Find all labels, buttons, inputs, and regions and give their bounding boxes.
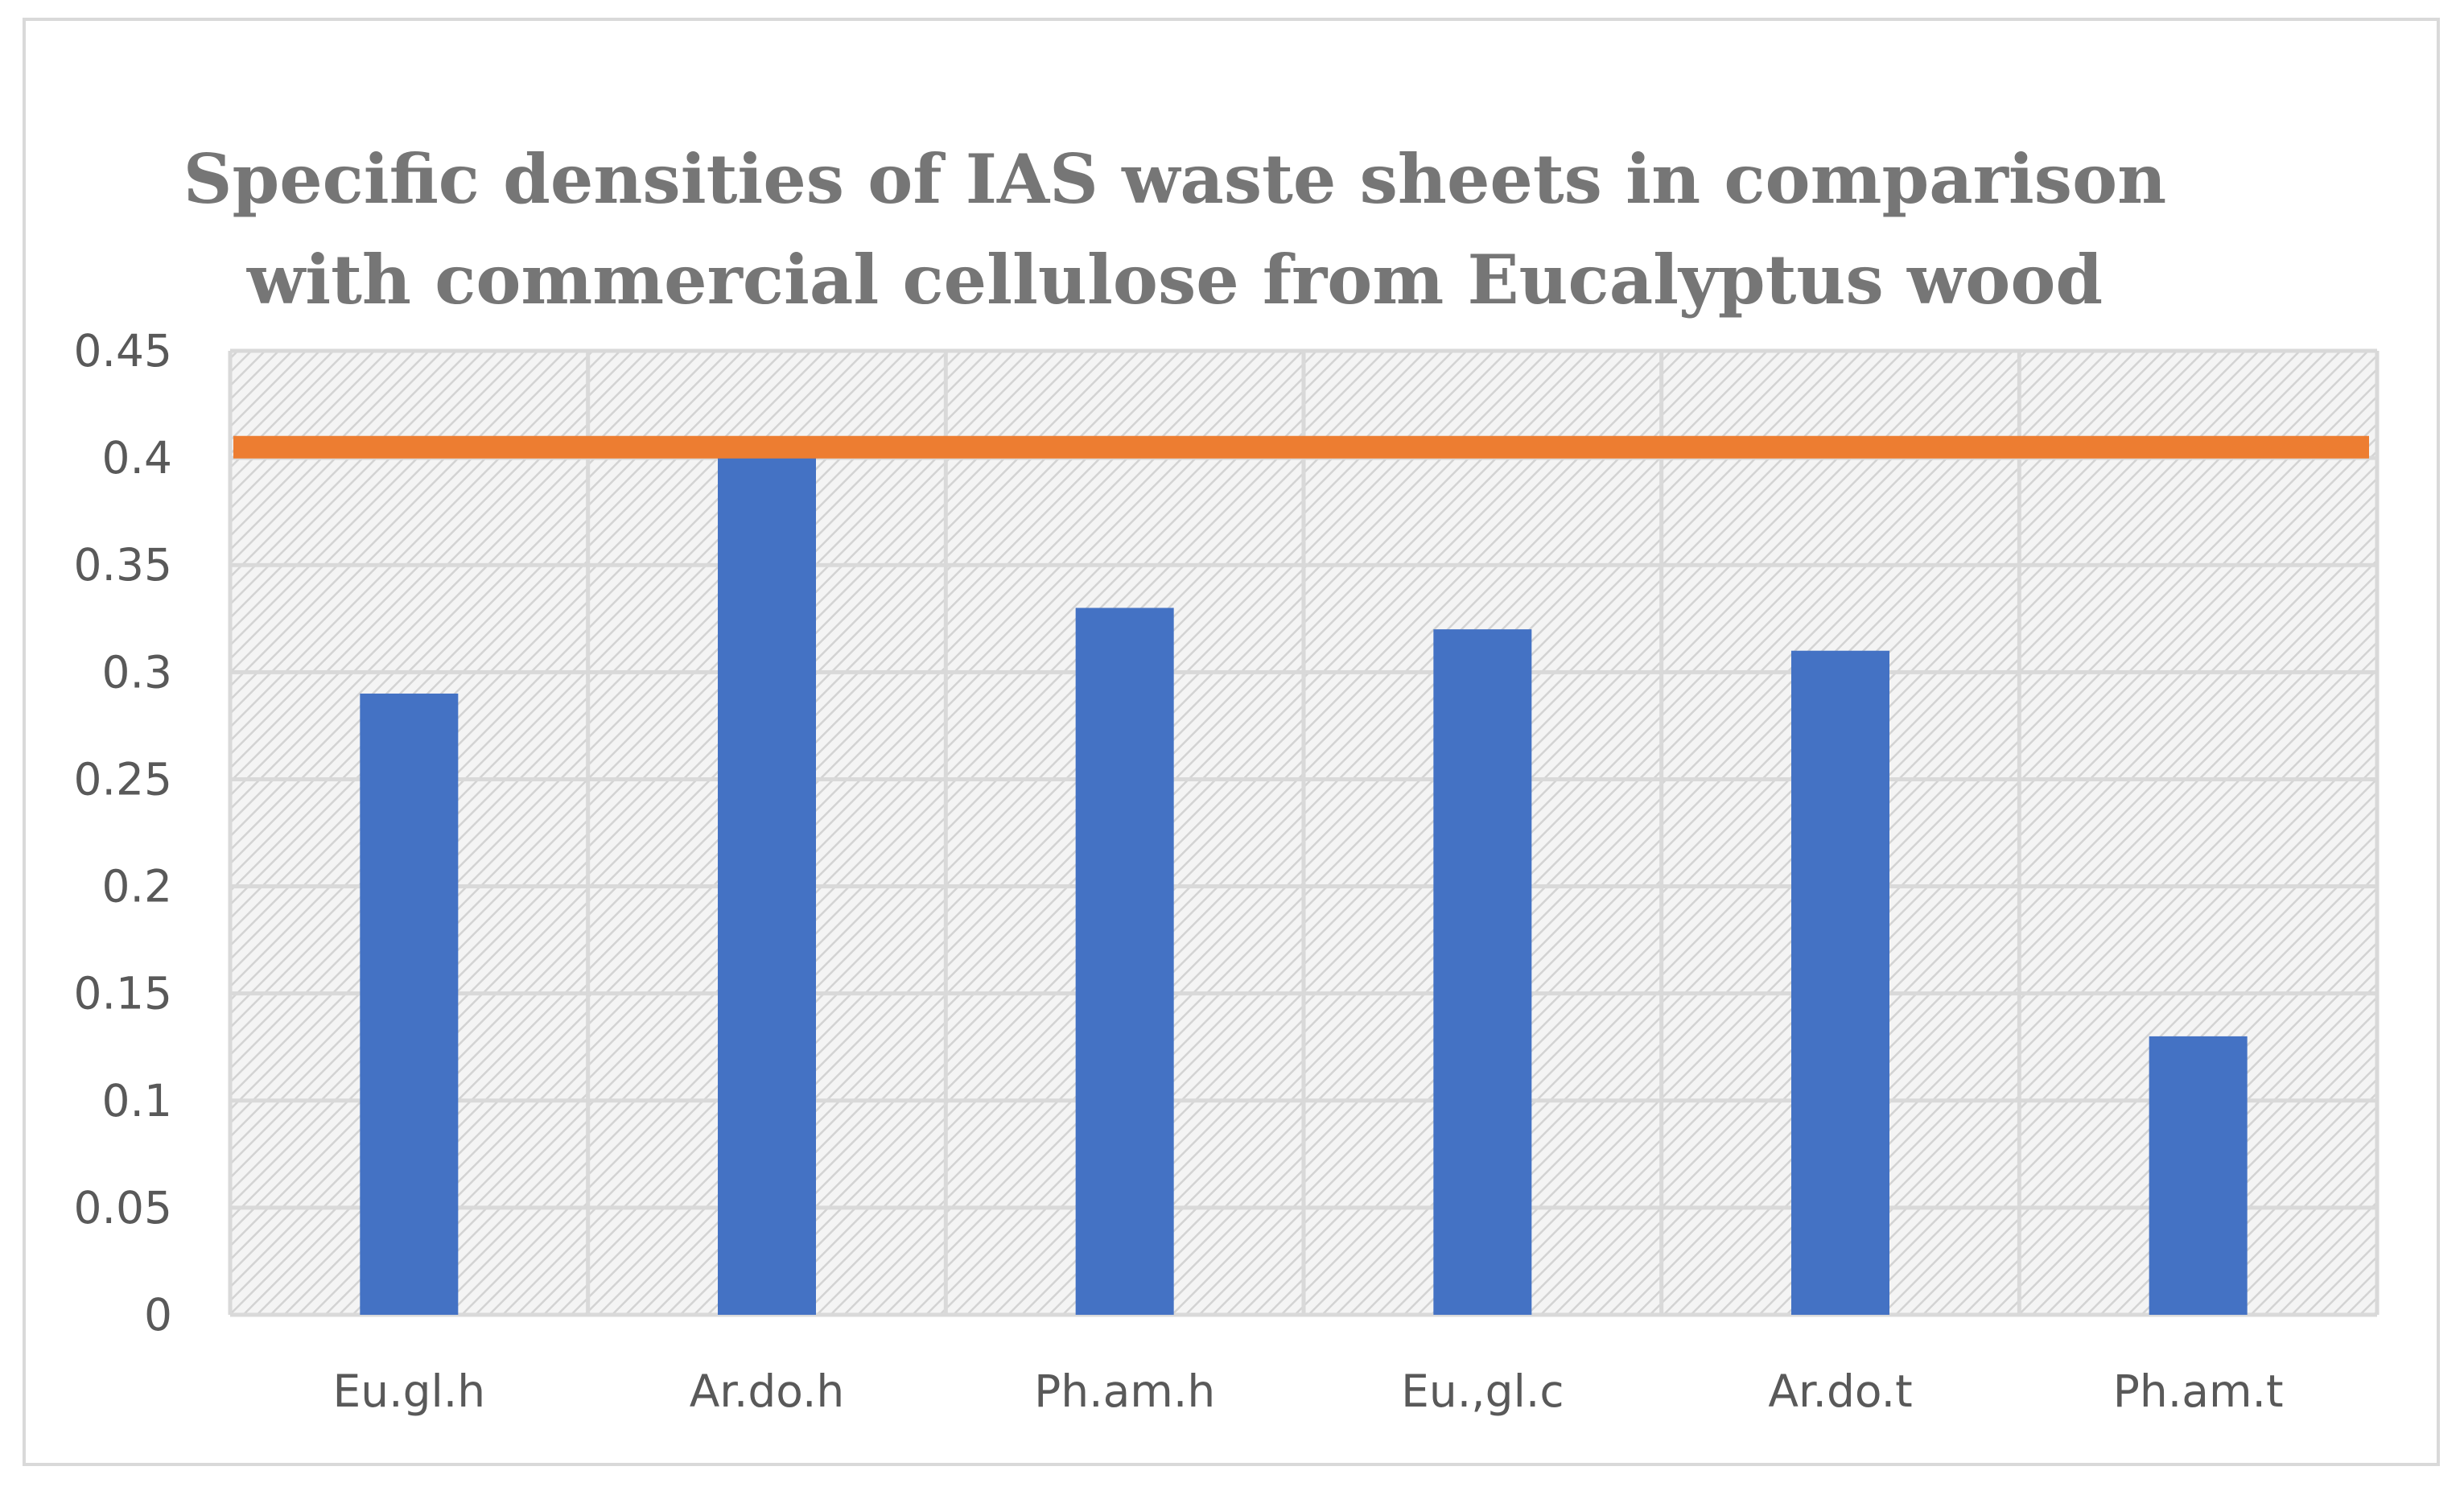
y-tick-label: 0.35 [74, 539, 172, 591]
bar-ph-am-t [2149, 1036, 2248, 1315]
bar-eu-gl-c [1433, 629, 1532, 1315]
x-category-label: Eu.,gl.c [1401, 1365, 1564, 1417]
bar-eu-gl-h [360, 693, 459, 1315]
bar-ar-do-h [718, 436, 816, 1315]
y-tick-label: 0.25 [74, 753, 172, 805]
x-category-label: Eu.gl.h [333, 1365, 486, 1417]
chart-title-line-1: Specific densities of IAS waste sheets i… [183, 139, 2166, 219]
bar-ph-am-h [1075, 608, 1174, 1315]
x-category-label: Ph.am.h [1034, 1365, 1215, 1417]
y-tick-label: 0.45 [74, 325, 172, 377]
y-tick-label: 0.15 [74, 968, 172, 1019]
gridlines [228, 348, 2380, 1317]
x-category-label: Ar.do.h [690, 1365, 845, 1417]
y-axis-ticks: 0 0.05 0.1 0.15 0.2 0.25 0.3 0.35 0.4 0.45 [74, 325, 172, 1341]
bar-ar-do-t [1791, 650, 1889, 1315]
y-tick-label: 0.2 [102, 861, 172, 912]
y-tick-label: 0.1 [102, 1075, 172, 1127]
y-tick-label: 0 [144, 1289, 172, 1341]
x-axis-labels: Eu.gl.h Ar.do.h Ph.am.h Eu.,gl.c Ar.do.t Ph.a… [333, 1365, 2284, 1417]
y-tick-label: 0.4 [102, 432, 172, 484]
y-tick-label: 0.3 [102, 646, 172, 698]
bars [360, 436, 2248, 1315]
x-category-label: Ph.am.t [2113, 1365, 2284, 1417]
y-tick-label: 0.05 [74, 1182, 172, 1234]
chart-title-line-2: with commercial cellulose from Eucalyptu… [246, 240, 2103, 319]
x-category-label: Ar.do.t [1768, 1365, 1912, 1417]
